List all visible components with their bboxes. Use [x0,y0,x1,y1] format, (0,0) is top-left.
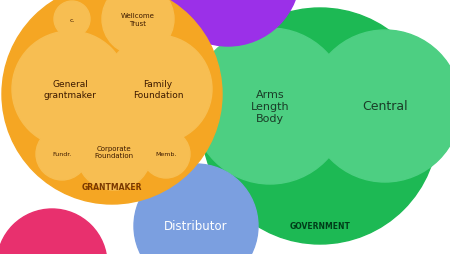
Circle shape [104,36,212,144]
Text: Fundr.: Fundr. [52,152,72,157]
Text: Central: Central [362,100,408,113]
Text: Distributor: Distributor [164,220,228,233]
Circle shape [142,131,190,178]
Text: c.: c. [69,18,75,22]
Text: Wellcome
Trust: Wellcome Trust [121,13,155,26]
Text: Family
Foundation: Family Foundation [133,80,183,99]
Circle shape [76,115,152,190]
Text: Memb.: Memb. [155,152,177,157]
Text: General
grantmaker: General grantmaker [44,80,96,99]
Circle shape [309,31,450,182]
Circle shape [156,0,300,47]
Circle shape [12,32,128,147]
Text: Arms
Length
Body: Arms Length Body [251,90,289,123]
Text: GOVERNMENT: GOVERNMENT [289,222,351,231]
Circle shape [36,129,88,180]
Circle shape [202,9,438,244]
Text: GRANTMAKER: GRANTMAKER [82,182,142,191]
Circle shape [0,209,107,254]
Text: Corporate
Foundation: Corporate Foundation [94,146,134,159]
Circle shape [54,2,90,38]
Circle shape [134,164,258,254]
Circle shape [102,0,174,56]
Circle shape [192,29,348,184]
Circle shape [2,0,222,204]
